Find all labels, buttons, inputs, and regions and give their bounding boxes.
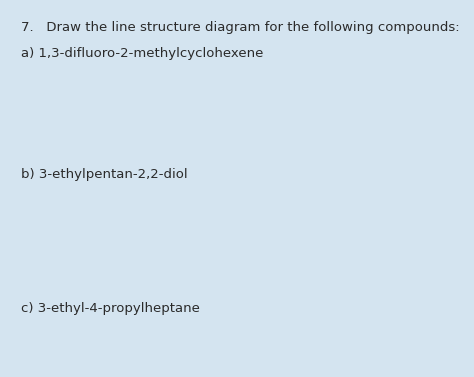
Text: c) 3-ethyl-4-propylheptane: c) 3-ethyl-4-propylheptane (21, 302, 200, 314)
Text: 7.   Draw the line structure diagram for the following compounds:: 7. Draw the line structure diagram for t… (21, 21, 460, 34)
Text: a) 1,3-difluoro-2-methylcyclohexene: a) 1,3-difluoro-2-methylcyclohexene (21, 47, 264, 60)
Text: b) 3-ethylpentan-2,2-diol: b) 3-ethylpentan-2,2-diol (21, 168, 188, 181)
